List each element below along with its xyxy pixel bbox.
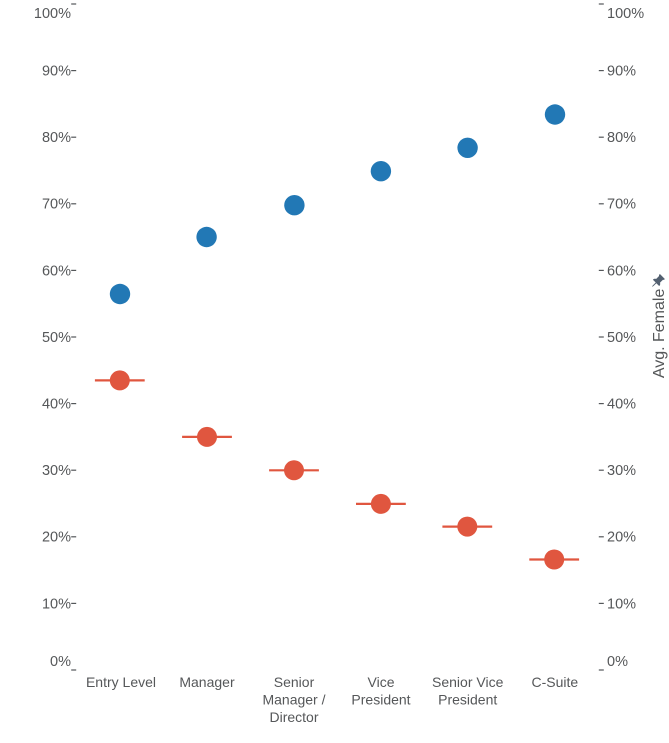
svg-text:0%: 0% — [50, 654, 71, 670]
svg-text:50%: 50% — [42, 330, 71, 346]
svg-text:40%: 40% — [607, 397, 636, 413]
svg-text:70%: 70% — [42, 197, 71, 213]
svg-text:Manager: Manager — [179, 674, 235, 690]
svg-text:80%: 80% — [607, 130, 636, 146]
svg-text:Senior: Senior — [274, 674, 315, 690]
svg-text:President: President — [351, 692, 410, 708]
svg-text:Senior Vice: Senior Vice — [432, 674, 504, 690]
svg-text:60%: 60% — [42, 263, 71, 279]
svg-text:20%: 20% — [42, 530, 71, 546]
svg-text:10%: 10% — [42, 596, 71, 612]
svg-text:C-Suite: C-Suite — [531, 674, 578, 690]
svg-text:20%: 20% — [607, 530, 636, 546]
svg-text:10%: 10% — [607, 596, 636, 612]
svg-text:Manager /: Manager / — [262, 692, 325, 708]
svg-text:80%: 80% — [42, 130, 71, 146]
svg-text:100%: 100% — [607, 6, 644, 22]
svg-text:70%: 70% — [607, 197, 636, 213]
svg-text:60%: 60% — [607, 263, 636, 279]
svg-text:President: President — [438, 692, 497, 708]
svg-text:90%: 90% — [42, 64, 71, 80]
svg-text:90%: 90% — [607, 64, 636, 80]
svg-text:30%: 30% — [42, 463, 71, 479]
svg-text:0%: 0% — [607, 654, 628, 670]
svg-text:50%: 50% — [607, 330, 636, 346]
svg-text:100%: 100% — [34, 6, 71, 22]
svg-text:Avg. Female: Avg. Female — [651, 289, 668, 379]
svg-text:Entry Level: Entry Level — [86, 674, 156, 690]
svg-text:40%: 40% — [42, 397, 71, 413]
svg-text:Director: Director — [269, 709, 318, 725]
svg-text:Vice: Vice — [368, 674, 395, 690]
svg-text:30%: 30% — [607, 463, 636, 479]
